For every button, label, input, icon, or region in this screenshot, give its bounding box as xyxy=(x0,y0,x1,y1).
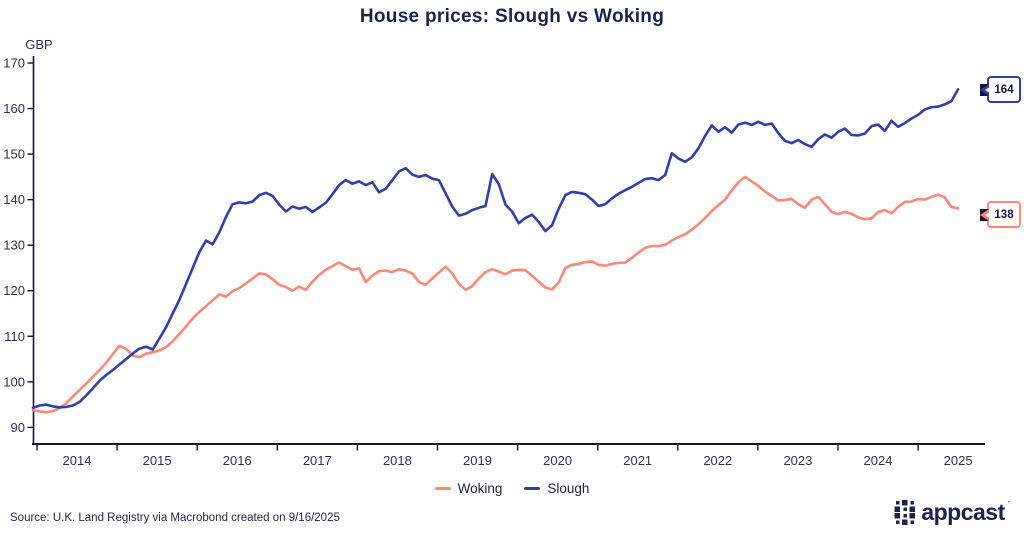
x-tick-label: 2014 xyxy=(63,453,92,468)
source-note: Source: U.K. Land Registry via Macrobond… xyxy=(10,512,340,524)
appcast-logo-trademark-tick: ’ xyxy=(1007,500,1010,511)
legend: Woking Slough xyxy=(0,481,1024,496)
x-tick-label: 2022 xyxy=(703,453,732,468)
x-tick-label: 2025 xyxy=(944,453,973,468)
woking-line-swatch xyxy=(434,486,451,491)
y-tick-label: 120 xyxy=(3,283,25,298)
series-line-woking xyxy=(31,175,960,414)
x-tick-label: 2017 xyxy=(303,453,332,468)
y-tick-label: 110 xyxy=(4,329,25,344)
y-axis-unit-label: GBP xyxy=(25,37,52,52)
x-tick-label: 2023 xyxy=(783,453,812,468)
chart-title: House prices: Slough vs Woking xyxy=(359,6,665,27)
x-tick-label: 2020 xyxy=(543,453,572,468)
y-tick-label: 140 xyxy=(3,192,25,207)
x-tick-label: 2024 xyxy=(864,453,893,468)
slough-line-swatch xyxy=(524,486,541,491)
x-tick-label: 2015 xyxy=(143,453,172,468)
y-tick-label: 130 xyxy=(3,238,25,253)
legend-label-slough: Slough xyxy=(547,481,590,496)
end-value-callout-woking: 138 xyxy=(980,201,1021,228)
legend-item-woking: Woking xyxy=(434,481,503,496)
appcast-logo-text: appcast xyxy=(921,499,1005,525)
y-tick-label: 90 xyxy=(11,420,25,435)
end-value-callout-slough: 164 xyxy=(980,76,1021,103)
legend-label-woking: Woking xyxy=(457,481,503,496)
y-tick-label: 150 xyxy=(3,147,25,162)
x-tick-label: 2019 xyxy=(463,453,492,468)
y-tick-label: 170 xyxy=(3,56,25,71)
appcast-logo: appcast ’ xyxy=(894,499,1012,526)
appcast-logo-mark xyxy=(894,500,916,525)
legend-item-slough: Slough xyxy=(524,481,589,496)
x-tick-label: 2018 xyxy=(383,453,412,468)
series-line-slough xyxy=(31,88,960,410)
end-value-woking: 138 xyxy=(994,208,1014,221)
x-tick-label: 2016 xyxy=(223,453,252,468)
x-tick-label: 2021 xyxy=(623,453,652,468)
end-value-slough: 164 xyxy=(994,83,1014,96)
y-tick-label: 160 xyxy=(3,101,25,116)
y-tick-label: 100 xyxy=(3,374,25,389)
